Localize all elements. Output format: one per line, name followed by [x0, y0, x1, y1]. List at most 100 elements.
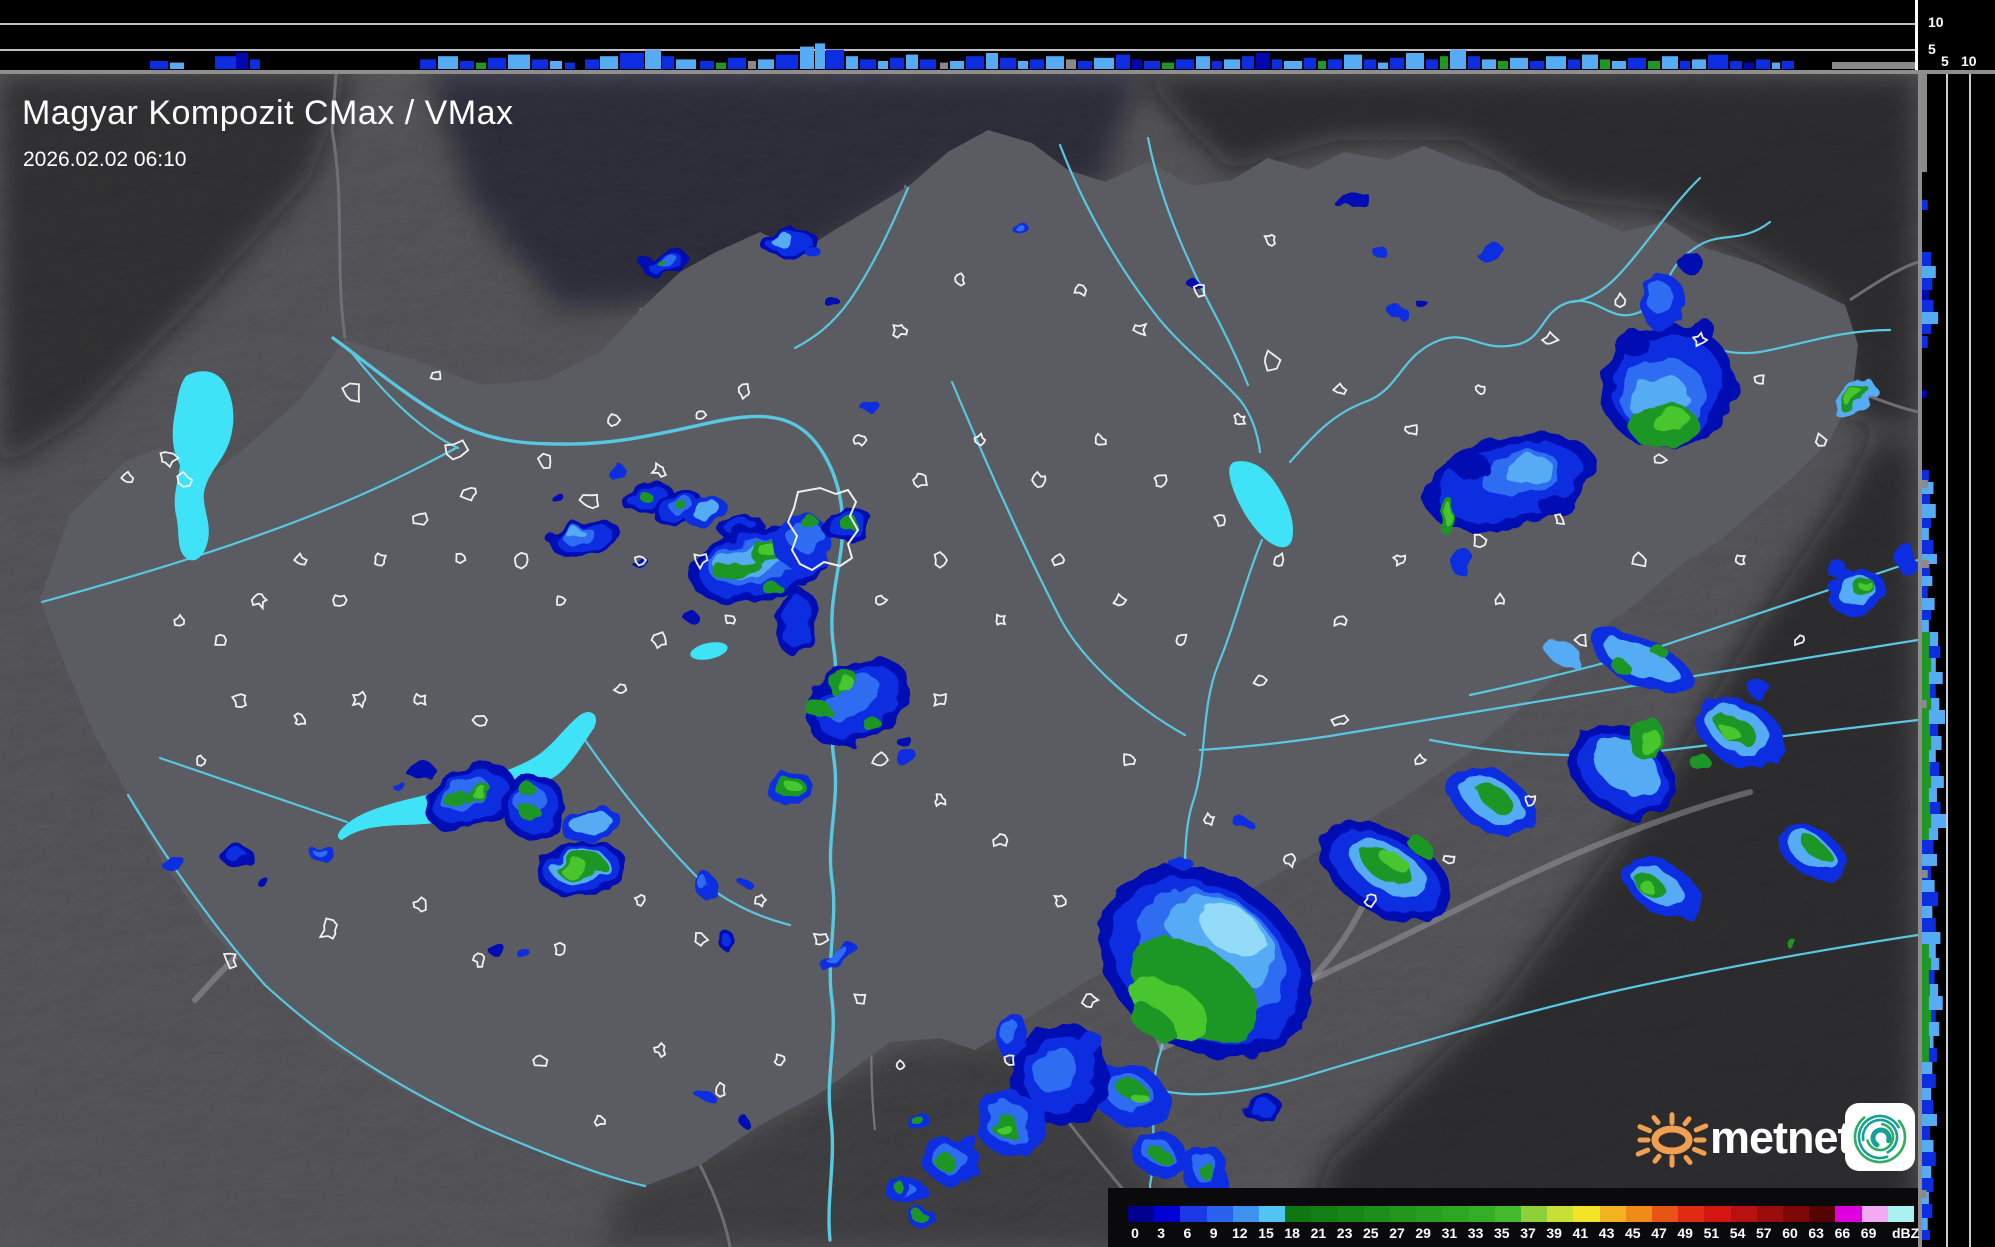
legend-value: 69 [1860, 1225, 1877, 1241]
legend-value: 27 [1389, 1225, 1405, 1241]
echo-top-segment [1546, 56, 1566, 69]
city-outline [120, 470, 135, 484]
echo-right-segment [1922, 278, 1933, 290]
legend-block [1390, 1206, 1417, 1222]
echo-right-segment [1922, 300, 1934, 312]
city-outline [724, 614, 737, 625]
city-outline [471, 952, 486, 968]
echo-top-segment [878, 61, 888, 69]
echo-right-segment [1922, 586, 1928, 598]
radar-echo-blob [488, 944, 506, 956]
echo-top-segment [1378, 62, 1388, 69]
radar-echo-blob [1651, 407, 1689, 433]
radar-echo-blob [518, 783, 536, 795]
radar-echo-blob [912, 1212, 928, 1222]
legend-block [1442, 1206, 1469, 1222]
radar-echo-blob [1335, 191, 1369, 209]
city-outline [874, 594, 889, 606]
echo-top-segment [1176, 59, 1194, 69]
radar-echo-blob [1647, 282, 1673, 314]
city-outline [532, 1054, 549, 1067]
city-outline [412, 512, 429, 526]
legend-block [1259, 1206, 1286, 1222]
radar-echo-blob [570, 811, 610, 833]
legend-block [1704, 1206, 1731, 1222]
radar-echo-blob [837, 677, 855, 691]
legend-block [1311, 1206, 1338, 1222]
echo-right-segment [1922, 906, 1933, 918]
legend-value: 63 [1808, 1225, 1824, 1241]
echo-top-segment [1730, 61, 1742, 69]
radar-echo-blob [515, 947, 529, 957]
legend-block [1730, 1206, 1757, 1222]
radar-echo-blob [910, 1114, 922, 1124]
radar-echo-blob [560, 859, 588, 877]
echo-top-segment [150, 61, 168, 69]
echo-top-segment [476, 62, 486, 69]
right-profile-tick-5: 5 [1941, 53, 1949, 69]
city-outline [1653, 453, 1669, 464]
radar-echo-blob [699, 877, 709, 891]
city-outline [332, 594, 348, 607]
city-outline [650, 631, 667, 650]
legend-value: 57 [1756, 1225, 1772, 1241]
radar-echo-blob [553, 496, 567, 504]
echo-top-segment [1648, 61, 1660, 69]
echo-right-segment [1922, 918, 1936, 932]
echo-top-segment [758, 59, 774, 69]
legend-block [1337, 1206, 1364, 1222]
echo-top-segment [1094, 57, 1114, 69]
city-outline [341, 382, 360, 403]
echo-right-segment [1922, 724, 1931, 736]
radar-echo-blob [1250, 1100, 1274, 1116]
radar-echo-blob [638, 492, 652, 500]
radar-echo-blob [1414, 298, 1426, 306]
echo-top-segment [800, 46, 814, 69]
echo-top-segment [488, 57, 506, 69]
city-outline [230, 693, 248, 709]
radar-echo-blob [935, 1154, 957, 1172]
legend-value: 47 [1651, 1225, 1667, 1241]
echo-right-segment [1922, 672, 1929, 684]
echo-top-segment [420, 59, 436, 69]
legend-value: 43 [1598, 1225, 1615, 1241]
radar-echo-blob [1130, 1091, 1150, 1105]
echo-top-segment [1116, 54, 1130, 69]
echo-top-segment [620, 53, 644, 69]
echo-top-segment [1662, 56, 1678, 69]
radar-echo-blob [742, 882, 754, 890]
echo-right-segment [1922, 336, 1928, 348]
echo-top-segment [1582, 54, 1598, 69]
echo-top-segment [438, 56, 458, 69]
echo-top-segment [1030, 59, 1044, 69]
echo-top-segment [846, 56, 858, 69]
radar-echo-blob [1719, 724, 1741, 742]
echo-top-segment [236, 53, 248, 69]
city-outline [555, 595, 567, 606]
echo-top-segment [1066, 59, 1076, 69]
radar-echo-blob [1688, 320, 1716, 340]
legend-block [1416, 1206, 1443, 1222]
city-outline [754, 893, 768, 908]
city-outline [459, 486, 478, 502]
radar-echo-blob [472, 787, 488, 799]
radar-echo-blob [1827, 562, 1849, 578]
echo-right-segment [1922, 1204, 1933, 1218]
echo-top-segment [748, 61, 756, 69]
city-outline [1233, 412, 1247, 426]
echo-right-segment [1922, 1010, 1932, 1022]
right-vmax-profile [1922, 74, 1995, 1247]
radar-echo-blob [393, 783, 407, 791]
echo-top-segment [1530, 61, 1544, 69]
echo-top-segment [1450, 49, 1466, 69]
legend-block [1128, 1206, 1155, 1222]
legend-value: 18 [1284, 1225, 1300, 1241]
legend-value: 6 [1183, 1225, 1192, 1241]
echo-right-segment [1922, 996, 1929, 1010]
echo-right-segment [1922, 252, 1932, 266]
echo-top-segment [1344, 54, 1362, 69]
echo-top-segment [585, 59, 599, 69]
echo-right-segment [1922, 854, 1937, 866]
city-outline [1003, 1054, 1015, 1066]
echo-right-segment [1922, 504, 1936, 518]
